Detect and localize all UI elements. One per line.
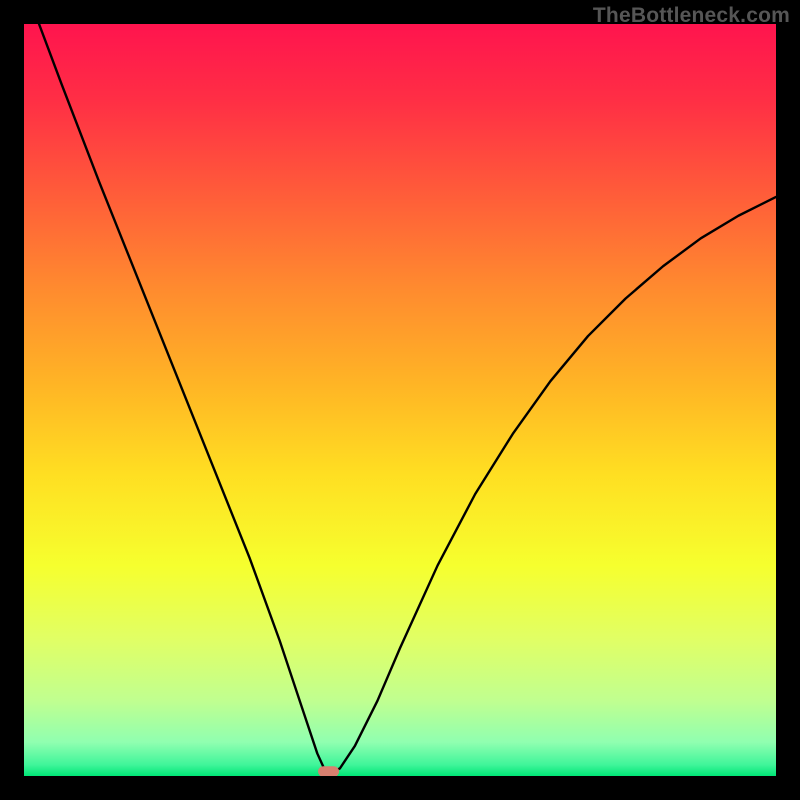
plot-area [24,24,776,776]
bottleneck-curve-chart [24,24,776,776]
gradient-background [24,24,776,776]
watermark-text: TheBottleneck.com [593,4,790,28]
chart-frame: TheBottleneck.com [0,0,800,800]
minimum-marker [318,766,339,776]
